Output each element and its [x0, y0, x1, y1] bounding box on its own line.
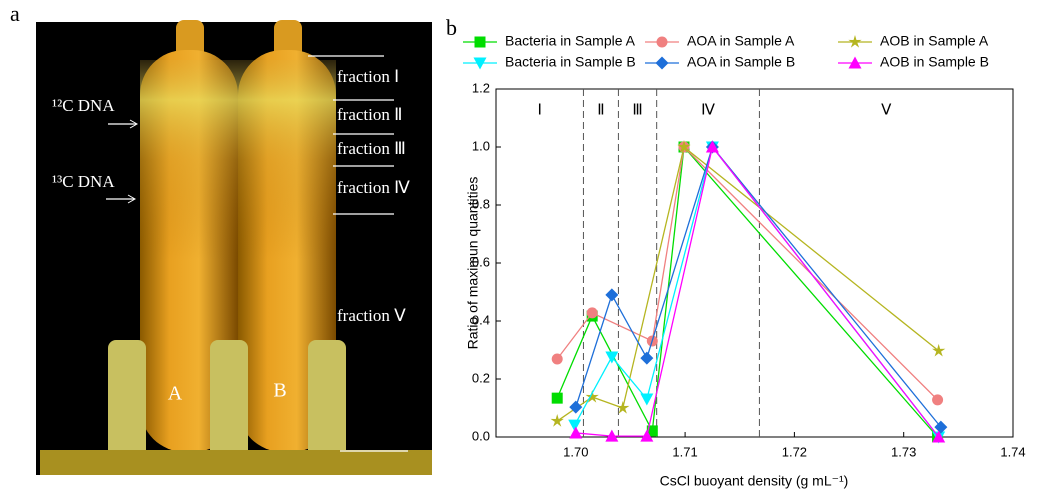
marker	[932, 343, 946, 357]
holder-base	[40, 450, 432, 475]
marker	[473, 57, 487, 70]
marker	[656, 36, 668, 48]
holder-post	[210, 340, 248, 475]
panel-label: b	[446, 15, 457, 40]
plot-area	[495, 88, 1014, 438]
tube-cap	[274, 20, 302, 60]
x-tick-label: 1.74	[1000, 444, 1025, 459]
marker	[551, 392, 563, 404]
x-tick-label: 1.70	[563, 444, 588, 459]
panel-label: a	[10, 1, 20, 26]
marker	[640, 351, 654, 365]
marker	[586, 307, 598, 319]
arrow-head	[129, 119, 139, 129]
marker	[655, 56, 669, 70]
series-line	[575, 145, 942, 428]
y-tick-label: 0.2	[472, 370, 490, 385]
fraction-label: fraction Ⅴ	[337, 306, 406, 325]
marker	[569, 426, 583, 439]
tube-cap	[176, 20, 204, 60]
marker	[550, 414, 564, 427]
marker	[932, 394, 944, 406]
marker	[605, 429, 619, 442]
region-label: Ⅱ	[597, 102, 604, 118]
marker	[474, 36, 486, 48]
x-axis-label: CsCl buoyant density (g mL⁻¹)	[660, 473, 849, 489]
series-line	[556, 145, 940, 422]
x-tick-label: 1.71	[672, 444, 697, 459]
marker	[640, 429, 654, 442]
x-tick-label: 1.73	[891, 444, 916, 459]
y-tick-label: 0.4	[472, 312, 490, 327]
holder-post	[308, 340, 346, 475]
y-tick-label: 0.0	[472, 428, 490, 443]
arrow-label: ¹³C DNA	[52, 172, 115, 191]
marker	[848, 35, 862, 48]
marker	[568, 419, 582, 432]
arrow-label: ¹²C DNA	[52, 96, 115, 115]
marker	[640, 393, 654, 406]
marker	[848, 56, 862, 69]
marker	[646, 425, 658, 437]
legend-label: AOA in Sample B	[687, 54, 795, 70]
photo-panel: a ¹²C DNA ¹³C DNA fraction Ⅰ fraction Ⅱ …	[10, 1, 432, 475]
fraction-label: fraction Ⅲ	[337, 139, 406, 158]
marker	[616, 401, 630, 414]
legend-label: Bacteria in Sample B	[505, 54, 636, 70]
marker	[932, 430, 946, 443]
region-label: Ⅴ	[881, 102, 892, 118]
marker	[705, 140, 719, 153]
marker	[677, 140, 691, 153]
fraction-label: fraction Ⅰ	[337, 67, 399, 86]
marker	[551, 353, 563, 365]
y-tick-label: 1.0	[472, 138, 490, 153]
arrow-head	[127, 194, 137, 204]
y-tick-label: 0.6	[472, 254, 490, 269]
y-axis-label: Ratio of maximun quantities	[465, 177, 481, 350]
series-line	[575, 145, 940, 438]
marker	[605, 351, 619, 364]
region-label: Ⅰ	[538, 102, 542, 118]
marker	[934, 420, 948, 434]
legend-label: AOA in Sample A	[687, 33, 795, 49]
legend-label: AOB in Sample A	[880, 33, 989, 49]
x-tick-label: 1.72	[782, 444, 807, 459]
region-label: Ⅳ	[701, 102, 715, 118]
series-line	[574, 145, 940, 438]
holder-post	[108, 340, 146, 475]
marker	[569, 400, 583, 414]
fraction-label: fraction Ⅱ	[337, 105, 402, 124]
fraction-label: fraction Ⅳ	[337, 178, 410, 197]
marker	[605, 288, 619, 302]
y-tick-label: 0.8	[472, 196, 490, 211]
dna-band	[140, 60, 336, 260]
legend-label: AOB in Sample B	[880, 54, 989, 70]
y-tick-label: 1.2	[472, 80, 490, 95]
region-label: Ⅲ	[632, 102, 642, 118]
tube-label: B	[273, 380, 286, 402]
marker	[585, 389, 599, 403]
tube-label: A	[168, 383, 183, 405]
legend-label: Bacteria in Sample A	[505, 33, 636, 49]
